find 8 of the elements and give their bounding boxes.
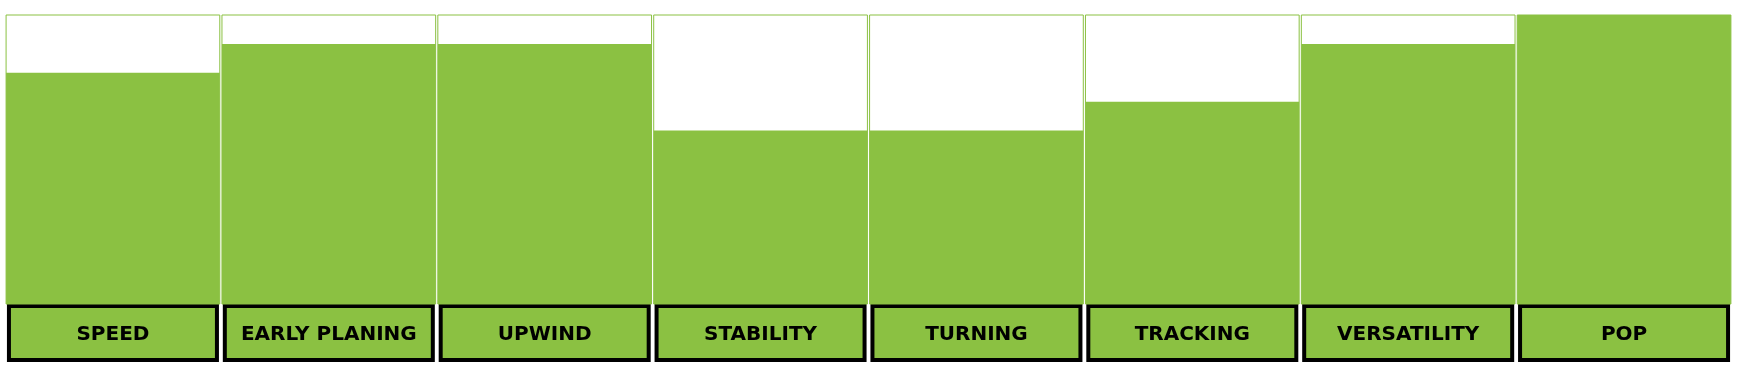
x-tick-label: POP <box>1600 321 1648 345</box>
x-tick-label: VERSATILITY <box>1337 321 1480 345</box>
x-tick-label: STABILITY <box>704 321 818 345</box>
x-tick-label: TURNING <box>925 321 1028 345</box>
x-tick-label: UPWIND <box>497 321 592 345</box>
x-tick-label: EARLY PLANING <box>240 321 417 345</box>
x-tick-label: TRACKING <box>1134 321 1250 345</box>
x-tick-label: SPEED <box>76 321 150 345</box>
